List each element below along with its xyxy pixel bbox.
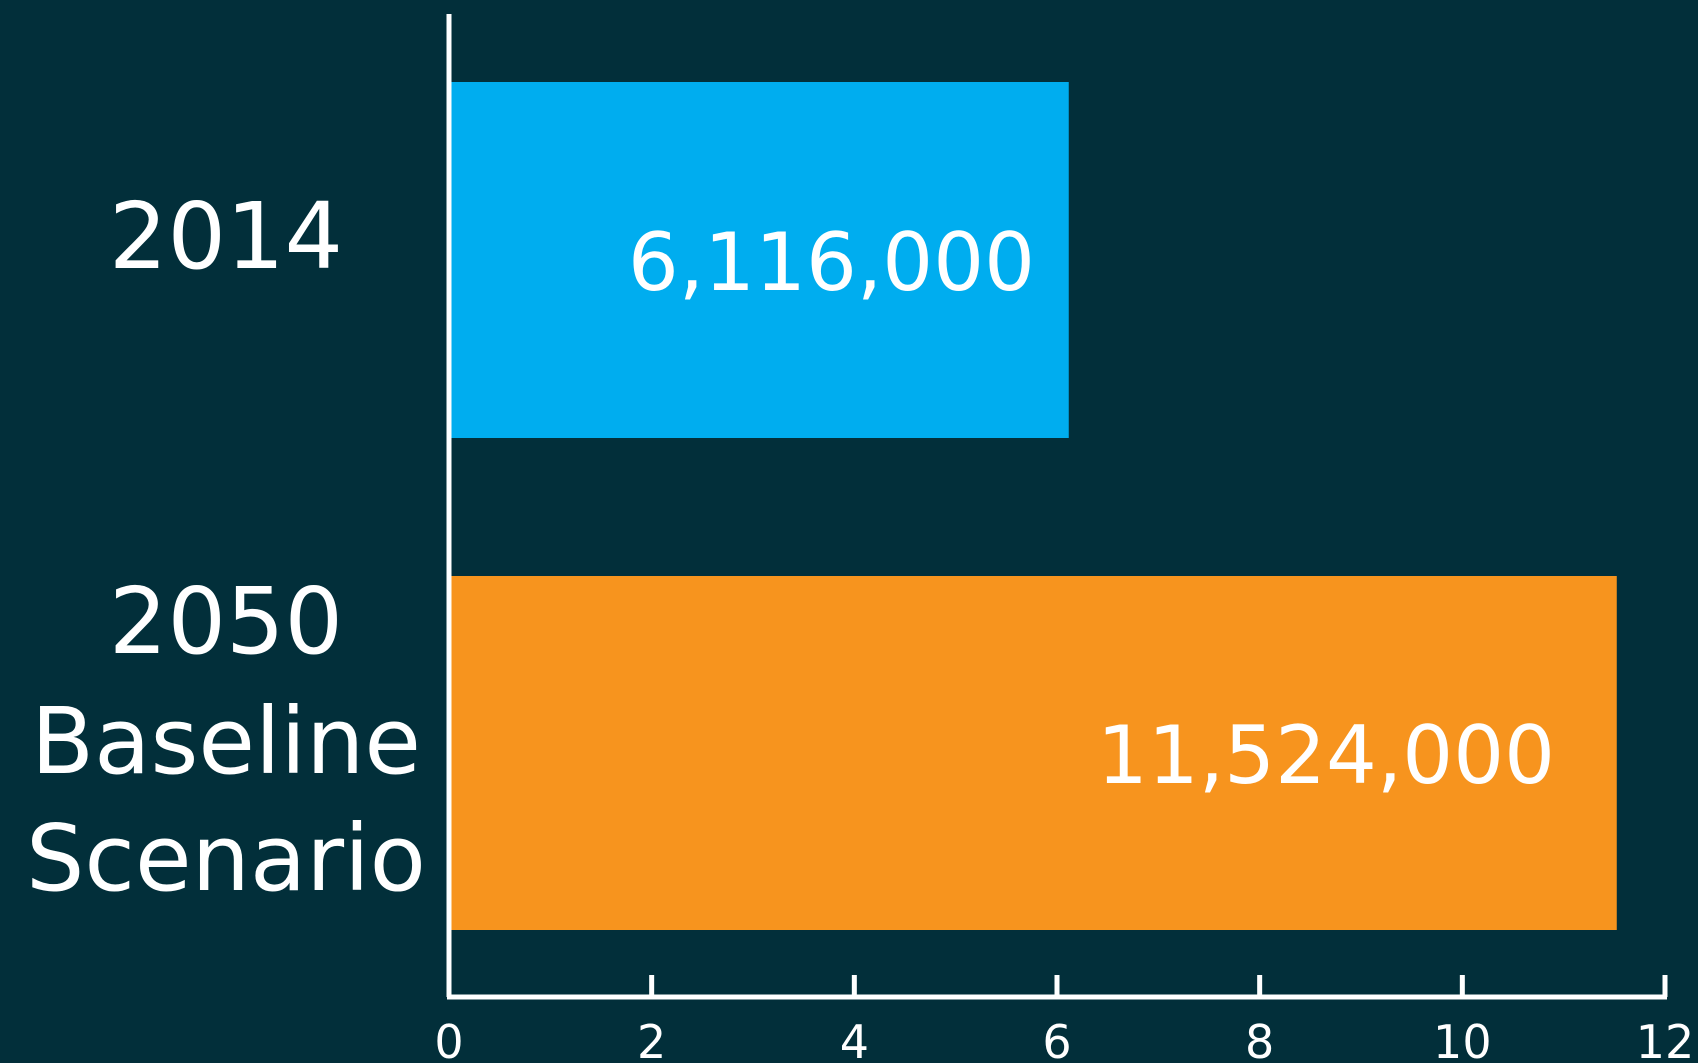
- x-tick-label-5: 10: [1433, 1015, 1492, 1063]
- x-tick-label-2: 4: [840, 1015, 869, 1063]
- category-label-1-2: Scenario: [26, 805, 426, 912]
- bar-1: [449, 576, 1617, 930]
- x-tick-label-4: 8: [1245, 1015, 1274, 1063]
- x-tick-label-3: 6: [1042, 1015, 1071, 1063]
- category-label-1-1: Baseline: [31, 688, 421, 795]
- data-label-0: 6,116,000: [628, 216, 1035, 309]
- category-label-0-0: 2014: [109, 183, 343, 290]
- data-label-1: 11,524,000: [1097, 709, 1555, 802]
- category-label-1-0: 2050: [109, 568, 343, 675]
- x-tick-label-1: 2: [637, 1015, 666, 1063]
- x-tick-label-0: 0: [434, 1015, 463, 1063]
- x-tick-label-6: 12: [1636, 1015, 1695, 1063]
- bar-0: [449, 82, 1069, 438]
